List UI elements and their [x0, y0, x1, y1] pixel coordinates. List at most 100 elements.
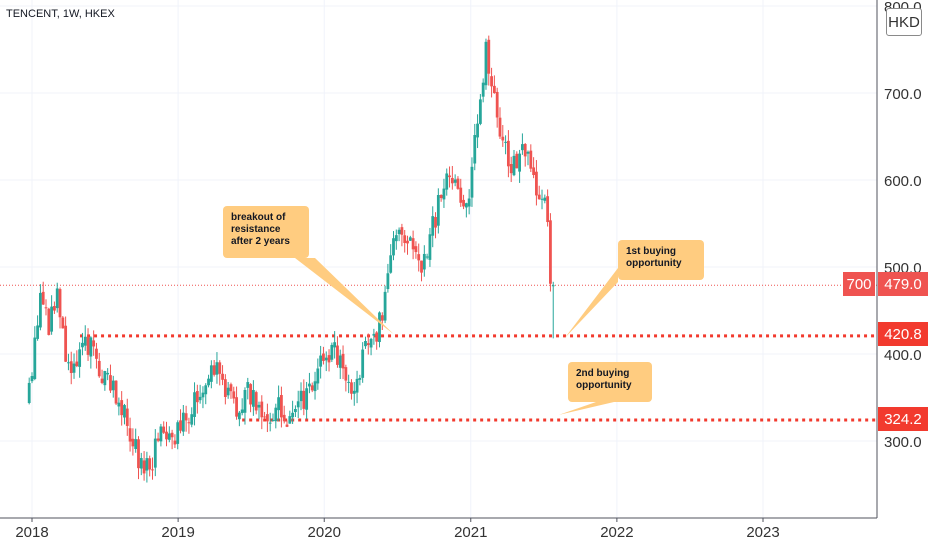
candle-body	[327, 355, 331, 363]
candle-body	[263, 416, 266, 418]
candle-body	[30, 376, 34, 382]
candle-body	[352, 390, 356, 394]
candle-body	[134, 439, 138, 450]
candle-body	[139, 458, 143, 469]
candle-body	[111, 380, 115, 391]
candle-body	[167, 433, 171, 440]
candle-body	[184, 413, 188, 421]
candle-body	[131, 438, 135, 447]
candle-body	[420, 260, 423, 273]
candle-body	[366, 343, 370, 346]
candle-body	[467, 198, 471, 207]
candle-body	[260, 401, 264, 418]
candle-body	[425, 256, 429, 258]
candle-body	[470, 166, 474, 198]
candle-body	[333, 342, 337, 348]
candle-body	[249, 384, 252, 405]
candle-body	[305, 388, 309, 410]
candle-body	[221, 373, 224, 380]
candle-body	[347, 381, 351, 383]
candle-body	[422, 253, 426, 270]
candle-body	[330, 344, 334, 360]
candle-body	[41, 291, 45, 305]
candle-body	[428, 234, 432, 260]
countdown-label: 700	[843, 272, 875, 296]
candle-body	[137, 439, 140, 469]
candle-body	[193, 392, 196, 417]
candle-body	[106, 372, 110, 375]
candle-body	[291, 412, 295, 418]
x-tick-label: 2021	[454, 524, 487, 541]
y-tick-label: 400.0	[884, 347, 922, 364]
callout-pointers	[295, 258, 618, 415]
candle-body	[159, 426, 163, 442]
candle-body	[350, 382, 353, 394]
candle-body	[176, 422, 180, 444]
candle-body	[434, 217, 437, 228]
candle-body	[97, 360, 101, 377]
callout-first-buying: 1st buying opportunity	[618, 240, 704, 280]
candle-body	[67, 362, 70, 364]
candle-body	[521, 144, 524, 151]
candle-body	[299, 390, 303, 402]
candle-body	[453, 179, 457, 183]
callout-line: opportunity	[576, 380, 632, 391]
callout-line: after 2 years	[231, 236, 290, 247]
candle-body	[543, 197, 547, 201]
candle-body	[338, 355, 342, 368]
candle-body	[190, 414, 194, 425]
candle-body	[145, 458, 149, 471]
candle-body	[498, 117, 502, 137]
candle-body	[473, 135, 477, 164]
candle-body	[33, 337, 37, 380]
candle-body	[436, 195, 440, 226]
candle-body	[92, 340, 96, 347]
candle-body	[165, 431, 168, 440]
last-price-label: 479.0	[878, 272, 928, 296]
candle-body	[215, 362, 219, 375]
candle-body	[81, 342, 84, 348]
candle-body	[358, 377, 362, 380]
candle-body	[319, 355, 323, 367]
candle-body	[109, 375, 112, 391]
candle-body	[274, 407, 278, 422]
level-324-label: 324.2	[878, 407, 928, 431]
candle-body	[257, 404, 261, 408]
candle-body	[336, 345, 339, 365]
candle-body	[58, 289, 62, 318]
candle-body	[506, 140, 510, 167]
candle-body	[394, 235, 398, 242]
candle-body	[450, 177, 454, 184]
candle-body	[495, 91, 499, 118]
candle-body	[254, 392, 258, 411]
candle-body	[476, 123, 479, 138]
candle-body	[322, 353, 325, 361]
candle-body	[487, 39, 491, 74]
candle-body	[464, 203, 468, 208]
x-tick-label: 2022	[600, 524, 633, 541]
candle-body	[294, 408, 297, 413]
candle-body	[369, 338, 373, 348]
candle-body	[532, 167, 536, 176]
candle-body	[431, 216, 435, 236]
candle-body	[195, 391, 199, 403]
candle-body	[537, 194, 541, 200]
candle-body	[128, 428, 132, 442]
candle-body	[187, 422, 191, 424]
candle-body	[526, 151, 530, 154]
candle-body	[39, 292, 42, 328]
candle-body	[456, 178, 460, 189]
candle-body	[72, 363, 76, 373]
candle-body	[406, 240, 409, 244]
currency-button[interactable]: HKD	[886, 8, 922, 36]
x-tick-label: 2019	[161, 524, 194, 541]
candle-body	[308, 383, 311, 387]
candle-body	[156, 438, 160, 441]
candle-body	[277, 397, 281, 411]
candle-body	[518, 153, 522, 172]
candle-body	[535, 171, 538, 196]
candle-body	[529, 150, 533, 169]
candle-body	[55, 288, 59, 309]
candle-body	[47, 308, 51, 335]
